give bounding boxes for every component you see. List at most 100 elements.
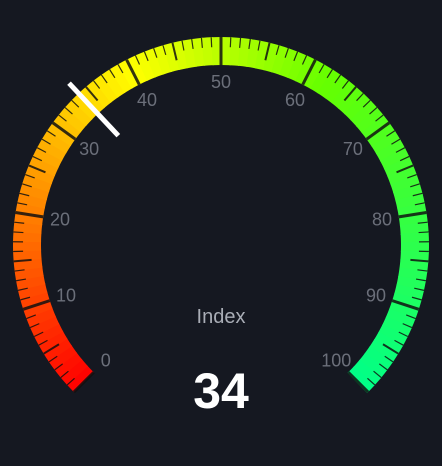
gauge-arc-segment — [162, 42, 181, 73]
gauge-minor-tick — [356, 92, 364, 102]
gauge-minor-tick — [143, 51, 149, 62]
gauge-minor-tick — [257, 40, 261, 51]
gauge-major-tick — [301, 58, 317, 86]
gauge-arc-segment — [350, 100, 378, 127]
gauge-medium-tick — [410, 258, 429, 263]
gauge-minor-tick — [36, 147, 47, 153]
gauge-tick-label: 90 — [366, 285, 386, 305]
gauge-minor-tick — [71, 99, 80, 108]
gauge-minor-tick — [410, 183, 420, 188]
gauge-tick-label: 0 — [101, 350, 111, 370]
gauge-minor-tick — [162, 45, 167, 56]
gauge-minor-tick — [15, 278, 27, 282]
gauge-arc-segment — [361, 114, 391, 141]
gauge-minor-tick — [64, 106, 73, 115]
gauge-minor-tick — [318, 64, 325, 74]
gauge-minor-tick — [417, 221, 428, 224]
gauge-minor-tick — [109, 69, 116, 79]
gauge-arc-segment — [385, 308, 416, 329]
gauge-arc-segment — [117, 59, 141, 89]
gauge-medium-tick — [28, 164, 46, 174]
gauge-minor-tick — [66, 377, 75, 386]
gauge-minor-tick — [33, 331, 44, 338]
gauge-arc-segment — [101, 68, 126, 98]
gauge-arc-segment — [25, 164, 56, 185]
gauge-minor-tick — [14, 221, 25, 224]
gauge-arc-segment — [394, 284, 424, 302]
gauge-arc-segment — [271, 45, 290, 76]
gauge-arc-segment — [64, 99, 93, 126]
gauge-minor-tick — [391, 138, 401, 145]
gauge-minor-tick — [200, 37, 203, 48]
gauge-minor-tick — [181, 40, 185, 51]
gauge-arc-segment — [52, 113, 82, 140]
gauge-minor-tick — [100, 74, 108, 84]
gauge-arc-segment — [263, 42, 281, 73]
gauge-minor-tick — [326, 69, 333, 79]
gauge-arc-segment — [287, 51, 308, 82]
gauge-tick-label: 50 — [211, 72, 231, 92]
gauge-arc-segment — [109, 63, 133, 94]
gauge-minor-tick — [25, 173, 35, 179]
gauge-major-tick — [398, 210, 427, 219]
gauge-arc-segment — [135, 51, 156, 81]
gauge-minor-tick — [46, 130, 56, 137]
gauge-arc-segment — [310, 64, 334, 94]
gauge-minor-tick — [26, 314, 36, 320]
gauge-minor-tick — [93, 80, 101, 89]
gauge-arc-segment — [344, 93, 372, 121]
gauge-minor-tick — [14, 269, 25, 272]
gauge-arc-segment — [317, 69, 342, 99]
gauge-minor-tick — [367, 377, 376, 386]
gauge-minor-tick — [394, 339, 404, 346]
gauge-minor-tick — [58, 114, 67, 122]
gauge-minor-tick — [415, 278, 427, 282]
gauge-arc-segment — [42, 337, 73, 362]
gauge-major-tick — [125, 58, 141, 86]
gauge-medium-tick — [382, 343, 399, 355]
gauge-minor-tick — [411, 296, 422, 301]
gauge-minor-tick — [395, 147, 406, 153]
gauge-arc-segment — [331, 80, 358, 109]
gauge-arc-segment — [399, 222, 429, 235]
gauge-arc-segment — [22, 299, 53, 319]
gauge-major-tick — [15, 210, 44, 219]
gauge-arc-segment — [17, 283, 48, 300]
gauge-minor-tick — [375, 114, 384, 122]
gauge-minor-tick — [153, 48, 158, 58]
gauge-major-tick — [51, 121, 77, 141]
gauge-minor-tick — [369, 106, 378, 115]
gauge-minor-tick — [117, 64, 124, 74]
gauge-minor-tick — [386, 130, 396, 137]
gauge-minor-tick — [373, 370, 382, 379]
gauge-value: 34 — [193, 363, 249, 419]
gauge-tick-label: 40 — [137, 90, 157, 110]
gauge-minor-tick — [407, 173, 417, 179]
gauge-minor-tick — [239, 37, 242, 48]
gauge-medium-tick — [343, 86, 357, 102]
gauge-arc-segment — [347, 366, 375, 394]
gauge-medium-tick — [396, 164, 414, 174]
gauge-minor-tick — [417, 269, 428, 272]
gauge-arc-segment — [400, 231, 429, 244]
gauge-minor-tick — [41, 138, 51, 145]
gauge-major-tick — [365, 121, 391, 141]
gauge-minor-tick — [22, 183, 32, 188]
gauge-arc-segment — [22, 173, 53, 193]
gauge-tick-label: 100 — [321, 350, 351, 370]
gauge-tick-label: 30 — [79, 139, 99, 159]
gauge-minor-tick — [406, 314, 416, 320]
gauge-arc-segment — [391, 292, 422, 311]
gauge-medium-tick — [264, 42, 271, 61]
gauge-arc-segment — [144, 47, 164, 78]
gauge-minor-tick — [293, 51, 299, 62]
gauge-arc-segment — [324, 74, 350, 104]
gauge-medium-tick — [43, 343, 60, 355]
gauge-tick-label: 10 — [56, 285, 76, 305]
gauge-minor-tick — [398, 331, 409, 338]
gauge-minor-tick — [38, 339, 48, 346]
gauge-tick-label: 80 — [372, 210, 392, 230]
gauge-minor-tick — [362, 99, 371, 108]
